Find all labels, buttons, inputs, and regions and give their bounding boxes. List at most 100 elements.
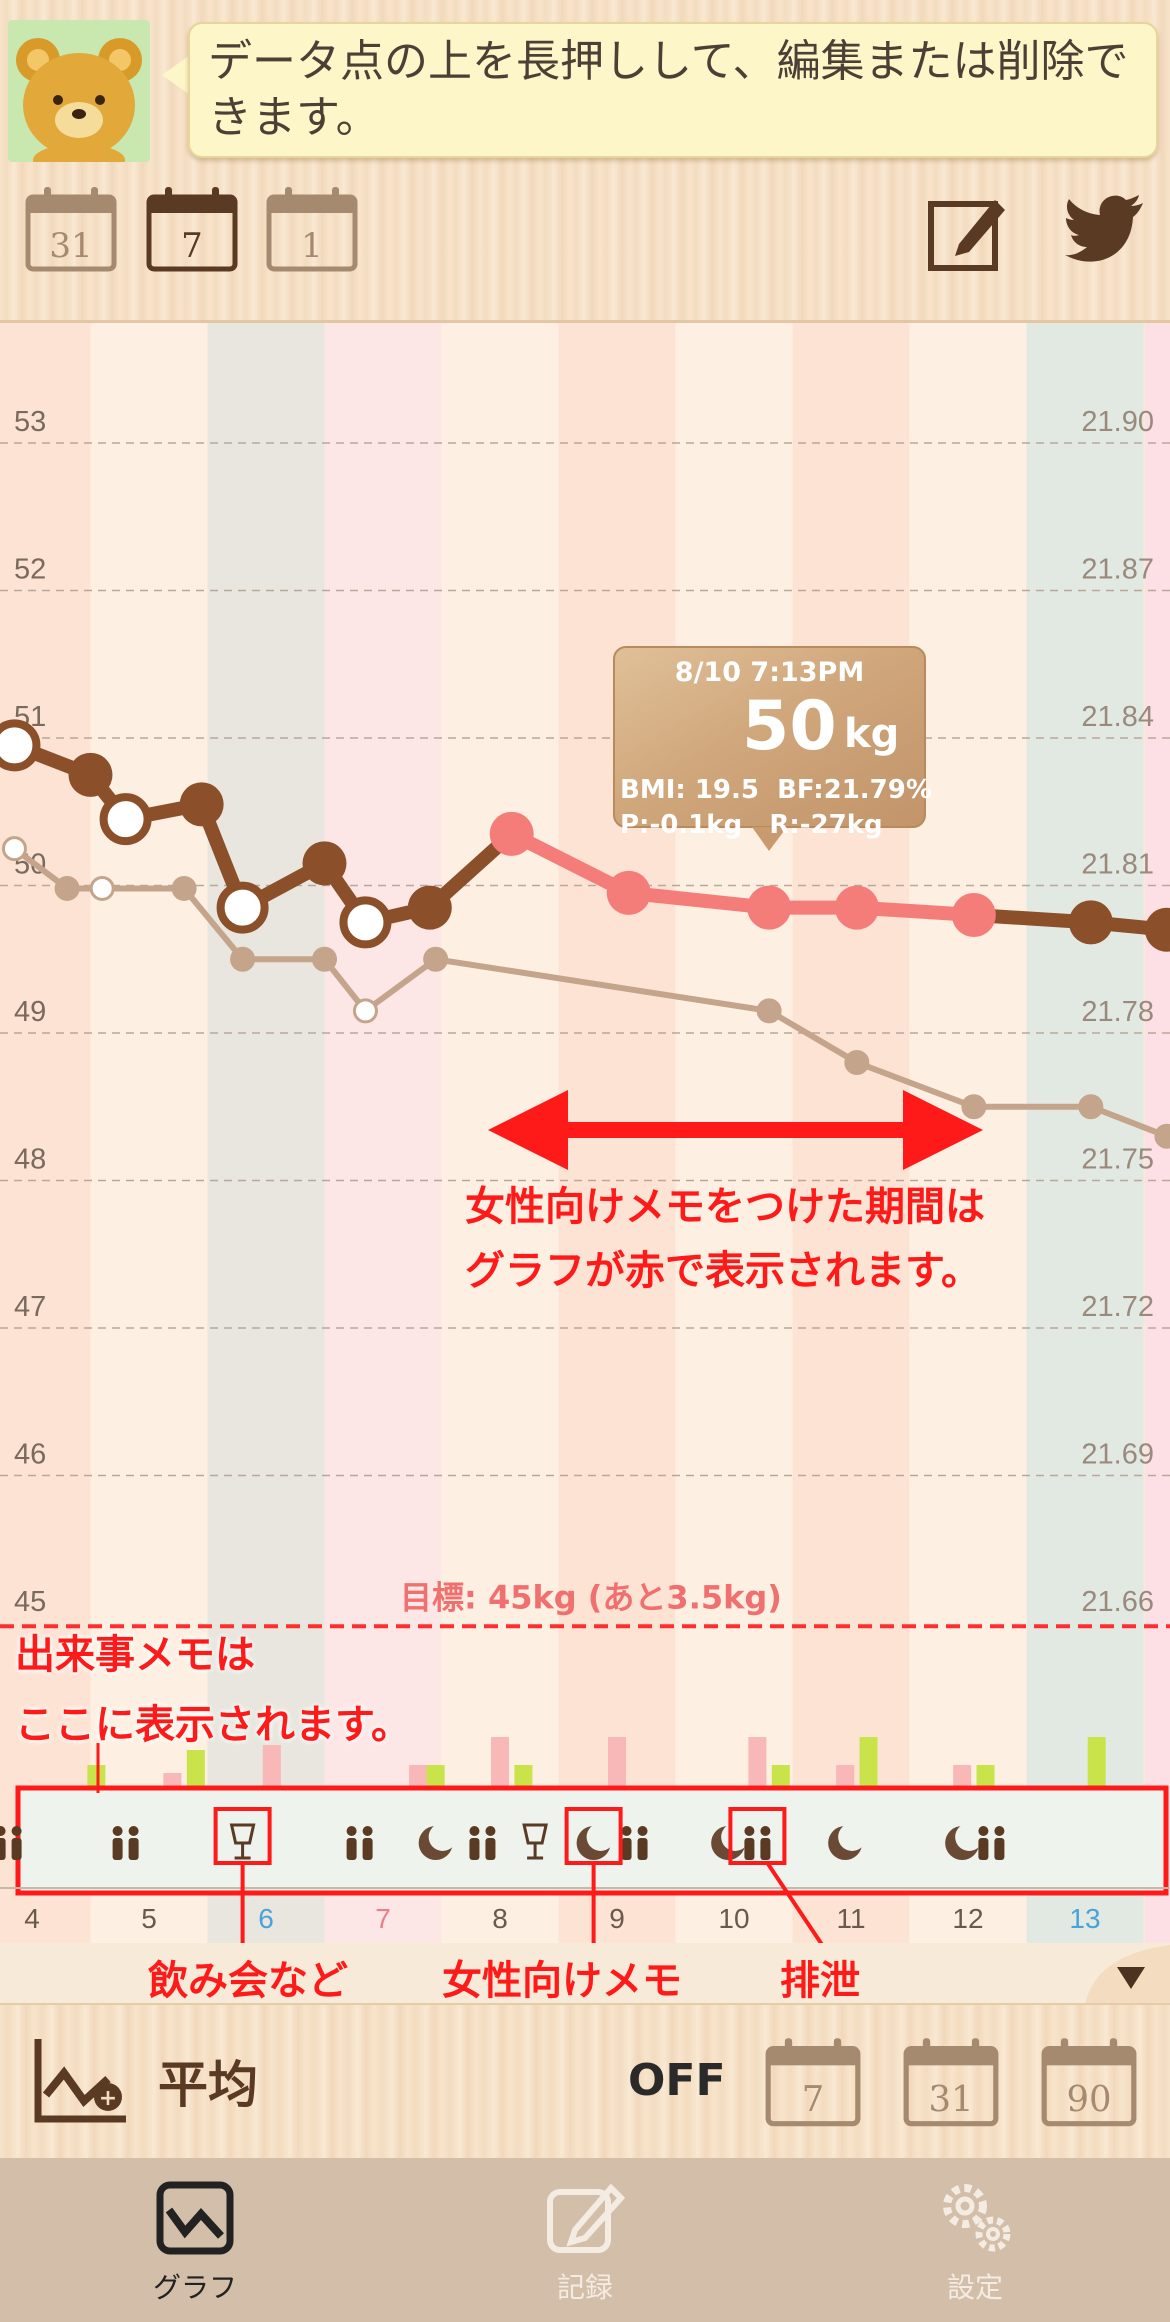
couple-icon: [128, 1826, 139, 1836]
x-tick: 7: [375, 1903, 391, 1934]
bubble-tail: [162, 55, 190, 95]
data-tooltip[interactable]: 8/10 7:13PM 50 kg BMI: 19.5 BF:21.79% P:…: [612, 645, 932, 860]
average-period-31-button[interactable]: 31: [902, 2033, 1000, 2135]
header: データ点の上を長押しして、編集または削除できます。 31 7 1: [0, 0, 1170, 323]
y-tick-right: 21.75: [1081, 1144, 1154, 1176]
bear-avatar: [8, 20, 150, 162]
series-point-main: [606, 870, 651, 915]
event-bar: [1087, 1737, 1106, 1795]
chevron-down-icon: [1117, 1967, 1145, 1989]
average-period-31-label: 31: [928, 2079, 973, 2120]
moon-icon: [721, 1823, 750, 1851]
couple-icon: [485, 1826, 496, 1836]
series-point-secondary: [89, 875, 115, 901]
couple-icon: [11, 1826, 22, 1836]
x-tick: 13: [1069, 1903, 1100, 1934]
wine-glass-icon: [522, 1823, 548, 1845]
event-bar: [262, 1745, 281, 1795]
series-point-secondary: [1078, 1094, 1104, 1120]
couple-icon: [637, 1838, 648, 1860]
svg-text:+: +: [99, 2086, 117, 2111]
couple-icon: [112, 1826, 123, 1836]
average-icon[interactable]: +: [32, 2035, 132, 2129]
couple-icon: [760, 1838, 771, 1860]
y-tick-left: 48: [14, 1144, 46, 1176]
average-period-90-label: 90: [1066, 2079, 1111, 2120]
gear-icon: [943, 2184, 1011, 2252]
y-tick-left: 47: [14, 1291, 46, 1323]
period-note: 女性向けメモをつけた期間は グラフが赤で表示されます。: [465, 1175, 985, 1303]
series-point-main: [1144, 907, 1170, 952]
range-1-label: 1: [301, 226, 323, 266]
average-label: 平均: [158, 2056, 258, 2114]
day-stripe: [207, 323, 325, 1943]
hint-bubble: データ点の上を長押しして、編集または削除できます。: [188, 22, 1158, 158]
x-tick: 8: [492, 1903, 508, 1934]
event-note-line2: ここに表示されます。: [15, 1702, 411, 1748]
range-31-button[interactable]: 31: [24, 185, 118, 277]
tab-graph[interactable]: グラフ: [0, 2158, 390, 2322]
moon-icon: [586, 1823, 615, 1851]
event-note: 出来事メモは ここに表示されます。: [15, 1620, 411, 1760]
couple-icon: [621, 1838, 632, 1860]
x-tick: 12: [952, 1903, 983, 1934]
event-bar: [748, 1737, 767, 1795]
tooltip-weight: 50: [742, 687, 837, 766]
average-period-90-button[interactable]: 90: [1040, 2033, 1138, 2135]
tooltip-change: P:-0.1kg R:-27kg: [620, 810, 883, 840]
series-point-main: [179, 782, 224, 827]
twitter-icon[interactable]: [1065, 195, 1145, 269]
average-state[interactable]: OFF: [628, 2055, 726, 2106]
tab-settings[interactable]: 設定: [780, 2158, 1170, 2322]
range-7-label: 7: [181, 226, 203, 266]
couple-icon: [362, 1838, 373, 1860]
day-stripe: [0, 323, 91, 1943]
series-point-secondary: [171, 875, 197, 901]
y-tick-right: 21.69: [1081, 1439, 1154, 1471]
couple-icon: [978, 1826, 989, 1836]
couple-icon: [744, 1838, 755, 1860]
annotation-couple-box: [728, 1807, 787, 1865]
y-tick-left: 52: [14, 554, 46, 586]
couple-icon: [0, 1826, 6, 1836]
y-tick-left: 45: [14, 1586, 46, 1618]
y-tick-left: 46: [14, 1439, 46, 1471]
tab-record[interactable]: 記録: [390, 2158, 780, 2322]
day-stripe: [1026, 323, 1144, 1943]
average-period-7-label: 7: [802, 2079, 825, 2120]
range-7-button[interactable]: 7: [145, 185, 239, 277]
couple-icon: [346, 1826, 357, 1836]
couple-icon: [362, 1826, 373, 1836]
excretion-label: 排泄: [780, 1958, 860, 2004]
edit-icon[interactable]: [925, 190, 1011, 280]
series-line-main: [621, 885, 777, 915]
event-bar: [859, 1737, 878, 1795]
drinks-label: 飲み会など: [148, 1958, 348, 2004]
series-point-secondary: [230, 946, 256, 972]
event-note-line1: 出来事メモは: [15, 1632, 255, 1678]
y-tick-left: 49: [14, 996, 46, 1028]
goal-label: 目標: 45kg (あと3.5kg): [400, 1578, 782, 1616]
collapse-toggle[interactable]: [1075, 1945, 1170, 2005]
tab-bar: グラフ 記録 設定: [0, 2158, 1170, 2322]
x-tick: 10: [718, 1903, 749, 1934]
series-point-main: [834, 885, 879, 930]
range-1-button[interactable]: 1: [265, 185, 359, 277]
period-arrow: [488, 1085, 983, 1179]
average-period-7-button[interactable]: 7: [764, 2033, 862, 2135]
series-point-main: [339, 896, 392, 949]
series-point-main: [407, 885, 452, 930]
event-bar: [608, 1737, 626, 1795]
series-point-secondary: [844, 1050, 870, 1075]
wine-glass-icon: [229, 1823, 256, 1845]
couple-icon: [0, 1838, 6, 1860]
couple-icon: [994, 1826, 1005, 1836]
average-bar: + 平均 OFF 7 31 90: [0, 2003, 1170, 2160]
day-stripe: [324, 323, 442, 1943]
series-point-secondary: [54, 875, 80, 901]
series-point-main: [951, 893, 996, 937]
y-tick-right: 21.81: [1081, 849, 1154, 881]
y-tick-right: 21.87: [1081, 554, 1154, 586]
graph-icon: [156, 2181, 234, 2255]
event-bar: [491, 1737, 509, 1795]
